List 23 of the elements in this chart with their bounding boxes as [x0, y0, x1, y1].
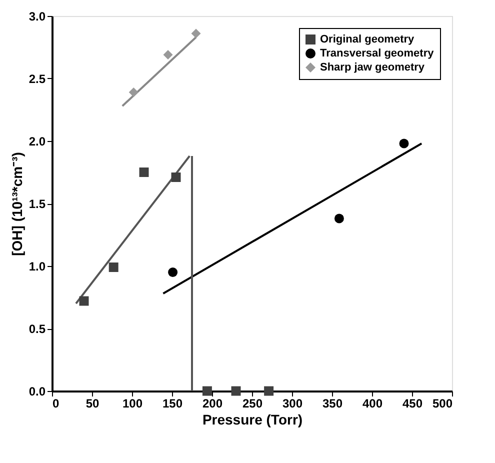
- x-tick-label: 50: [86, 396, 100, 410]
- y-tick-label: 3.0: [28, 10, 46, 24]
- x-tick-label: 450: [402, 396, 423, 410]
- x-tick-label: 350: [322, 396, 343, 410]
- x-tick-label: 200: [202, 396, 223, 410]
- y-tick-label: 1.5: [28, 197, 46, 211]
- x-tick-label: 250: [242, 396, 263, 410]
- y-tick-label: 2.0: [28, 134, 46, 148]
- x-axis-title: Pressure (Torr): [202, 412, 303, 428]
- x-tick-label: 0: [52, 396, 60, 410]
- x-tick-label: 100: [122, 396, 143, 410]
- x-tick-label: 300: [282, 396, 303, 410]
- x-tick-label: 500: [432, 396, 453, 410]
- x-tick-label: 400: [362, 396, 383, 410]
- x-tick-label: 150: [162, 396, 183, 410]
- legend-label: Transversal geometry: [320, 48, 435, 60]
- y-tick-label: 0.5: [28, 322, 46, 336]
- y-tick-label: 1.0: [28, 260, 46, 274]
- y-tick-label: 2.5: [28, 72, 46, 86]
- legend-label: Original geometry: [320, 34, 416, 46]
- legend-label: Sharp jaw geometry: [320, 62, 426, 74]
- y-tick-label: 0.0: [28, 384, 46, 398]
- y-axis-title: [OH] (10¹³*cm⁻³): [8, 152, 25, 256]
